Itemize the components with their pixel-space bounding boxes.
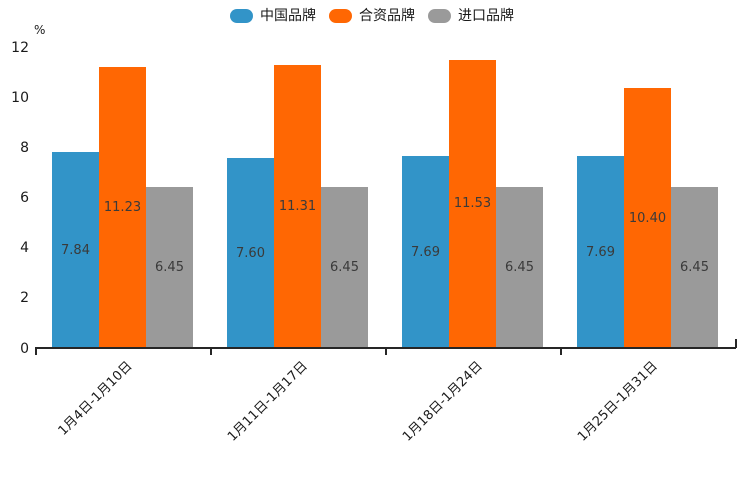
chart-legend: 中国品牌 合资品牌 进口品牌 bbox=[0, 9, 744, 23]
y-axis-unit-label: % bbox=[34, 23, 46, 37]
legend-label: 进口品牌 bbox=[458, 8, 514, 24]
bar-value-label: 7.69 bbox=[586, 244, 615, 260]
legend-item-2: 合资品牌 bbox=[329, 9, 415, 23]
x-axis-category-label: 1月18日-1月24日 bbox=[400, 358, 486, 445]
bar-value-label: 10.40 bbox=[628, 210, 667, 226]
bar-value-label: 6.45 bbox=[505, 260, 534, 276]
y-tick-label: 6 bbox=[20, 190, 29, 206]
legend-label: 合资品牌 bbox=[359, 8, 415, 24]
x-axis-tick bbox=[735, 339, 737, 348]
y-tick-label: 12 bbox=[11, 39, 29, 56]
bar-value-label: 11.53 bbox=[453, 196, 492, 212]
bar-合资品牌-1月18日-1月24日 bbox=[449, 59, 496, 348]
bar-value-label: 6.45 bbox=[680, 260, 709, 276]
legend-swatch-icon bbox=[329, 9, 352, 23]
x-axis-tick bbox=[560, 349, 562, 355]
legend-swatch-icon bbox=[230, 9, 253, 23]
y-tick-label: 2 bbox=[20, 290, 29, 307]
x-axis-category-label: 1月25日-1月31日 bbox=[575, 358, 661, 445]
legend-item-3: 进口品牌 bbox=[428, 9, 514, 23]
y-tick-label: 0 bbox=[20, 340, 29, 357]
x-axis-category-label: 1月11日-1月17日 bbox=[225, 358, 311, 445]
bar-合资品牌-1月4日-1月10日 bbox=[99, 67, 146, 348]
legend-swatch-icon bbox=[428, 9, 451, 23]
legend-label: 中国品牌 bbox=[260, 8, 316, 24]
legend-item-1: 中国品牌 bbox=[230, 9, 316, 23]
bar-中国品牌-1月18日-1月24日 bbox=[402, 156, 449, 348]
bar-value-label: 7.60 bbox=[236, 245, 265, 261]
x-axis-category-label: 1月4日-1月10日 bbox=[55, 358, 136, 439]
bar-进口品牌-1月18日-1月24日 bbox=[496, 187, 543, 348]
bar-value-label: 6.45 bbox=[155, 260, 184, 276]
bar-value-label: 11.23 bbox=[103, 200, 142, 216]
bar-进口品牌-1月4日-1月10日 bbox=[146, 187, 193, 348]
y-tick-label: 8 bbox=[20, 139, 29, 156]
x-axis-line bbox=[35, 347, 736, 349]
bar-value-label: 7.84 bbox=[61, 242, 90, 258]
bar-中国品牌-1月25日-1月31日 bbox=[577, 156, 624, 348]
bar-中国品牌-1月11日-1月17日 bbox=[227, 158, 274, 348]
bar-value-label: 7.69 bbox=[411, 244, 440, 260]
bar-进口品牌-1月11日-1月17日 bbox=[321, 187, 368, 348]
bar-value-label: 11.31 bbox=[278, 199, 317, 215]
y-tick-label: 4 bbox=[20, 240, 29, 257]
x-axis-tick bbox=[210, 349, 212, 355]
bar-进口品牌-1月25日-1月31日 bbox=[671, 187, 718, 348]
bar-合资品牌-1月25日-1月31日 bbox=[624, 88, 671, 348]
bar-value-label: 6.45 bbox=[330, 260, 359, 276]
x-axis-tick bbox=[385, 349, 387, 355]
bar-合资品牌-1月11日-1月17日 bbox=[274, 65, 321, 348]
bar-中国品牌-1月4日-1月10日 bbox=[52, 152, 99, 348]
y-tick-label: 10 bbox=[11, 89, 29, 106]
x-axis-tick bbox=[35, 349, 37, 355]
